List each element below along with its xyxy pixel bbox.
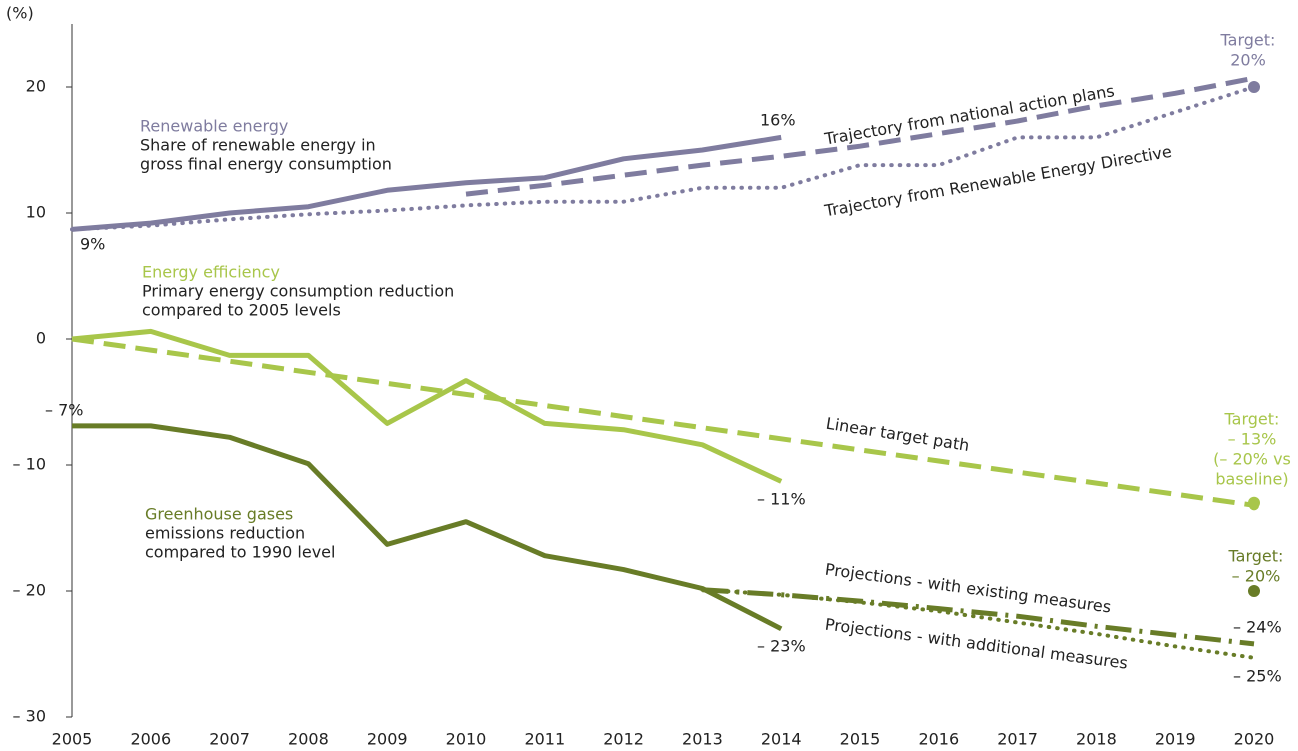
group-description: emissions reduction bbox=[145, 524, 305, 543]
x-tick-label: 2016 bbox=[918, 730, 959, 749]
target-label: Target: bbox=[1224, 410, 1280, 429]
series-line bbox=[72, 423, 783, 632]
x-tick-label: 2011 bbox=[524, 730, 565, 749]
y-tick-label: – 20 bbox=[13, 581, 46, 600]
data-label: – 25% bbox=[1233, 667, 1282, 686]
group-description: compared to 1990 level bbox=[145, 543, 335, 562]
x-tick-label: 2008 bbox=[288, 730, 329, 749]
x-tick-label: 2019 bbox=[1155, 730, 1196, 749]
series-name: Trajectory from Renewable Energy Directi… bbox=[822, 142, 1173, 221]
target-marker bbox=[1248, 81, 1260, 93]
data-label: 9% bbox=[80, 235, 105, 254]
target-label: 20% bbox=[1230, 51, 1266, 70]
group-name: Energy efficiency bbox=[142, 263, 280, 282]
group-description: gross final energy consumption bbox=[140, 155, 392, 174]
target-label: baseline) bbox=[1215, 470, 1288, 489]
x-tick-label: 2006 bbox=[130, 730, 171, 749]
x-tick-label: 2013 bbox=[682, 730, 723, 749]
x-tick-label: 2015 bbox=[840, 730, 881, 749]
target-label: – 20% bbox=[1232, 567, 1281, 586]
data-label: – 11% bbox=[757, 490, 806, 509]
group-description: compared to 2005 levels bbox=[142, 301, 341, 320]
group-name: Renewable energy bbox=[140, 117, 288, 136]
y-tick-label: 20 bbox=[26, 77, 46, 96]
x-tick-label: 2007 bbox=[209, 730, 250, 749]
group-name: Greenhouse gases bbox=[145, 505, 293, 524]
x-tick-label: 2017 bbox=[997, 730, 1038, 749]
target-marker bbox=[1248, 585, 1260, 597]
y-tick-label: – 10 bbox=[13, 455, 46, 474]
target-label: – 13% bbox=[1228, 430, 1277, 449]
x-tick-label: 2012 bbox=[603, 730, 644, 749]
data-label: – 7% bbox=[45, 401, 83, 420]
y-tick-label: 10 bbox=[26, 203, 46, 222]
series-line bbox=[71, 336, 1255, 508]
target-marker bbox=[1248, 496, 1260, 509]
series-name: Projections - with existing measures bbox=[824, 560, 1112, 617]
series-line bbox=[70, 85, 1256, 232]
group-description: Share of renewable energy in bbox=[140, 136, 376, 155]
x-tick-label: 2005 bbox=[52, 730, 93, 749]
series-line bbox=[71, 328, 783, 484]
target-label: Target: bbox=[1220, 31, 1276, 50]
group-description: Primary energy consumption reduction bbox=[142, 282, 454, 301]
y-tick-label: 0 bbox=[36, 329, 46, 348]
series-line bbox=[71, 134, 782, 232]
target-label: (– 20% vs bbox=[1213, 450, 1291, 469]
data-label: 16% bbox=[760, 111, 796, 130]
target-label: Target: bbox=[1228, 547, 1284, 566]
y-tick-label: – 30 bbox=[13, 707, 46, 726]
series-line bbox=[465, 75, 1255, 197]
x-tick-label: 2010 bbox=[446, 730, 487, 749]
x-tick-label: 2018 bbox=[1076, 730, 1117, 749]
data-label: – 24% bbox=[1233, 618, 1282, 637]
x-tick-label: 2009 bbox=[367, 730, 408, 749]
x-tick-label: 2014 bbox=[761, 730, 802, 749]
y-axis-label: (%) bbox=[6, 4, 34, 23]
series-line bbox=[700, 587, 1256, 660]
data-label: – 23% bbox=[757, 637, 806, 656]
x-tick-label: 2020 bbox=[1234, 730, 1275, 749]
